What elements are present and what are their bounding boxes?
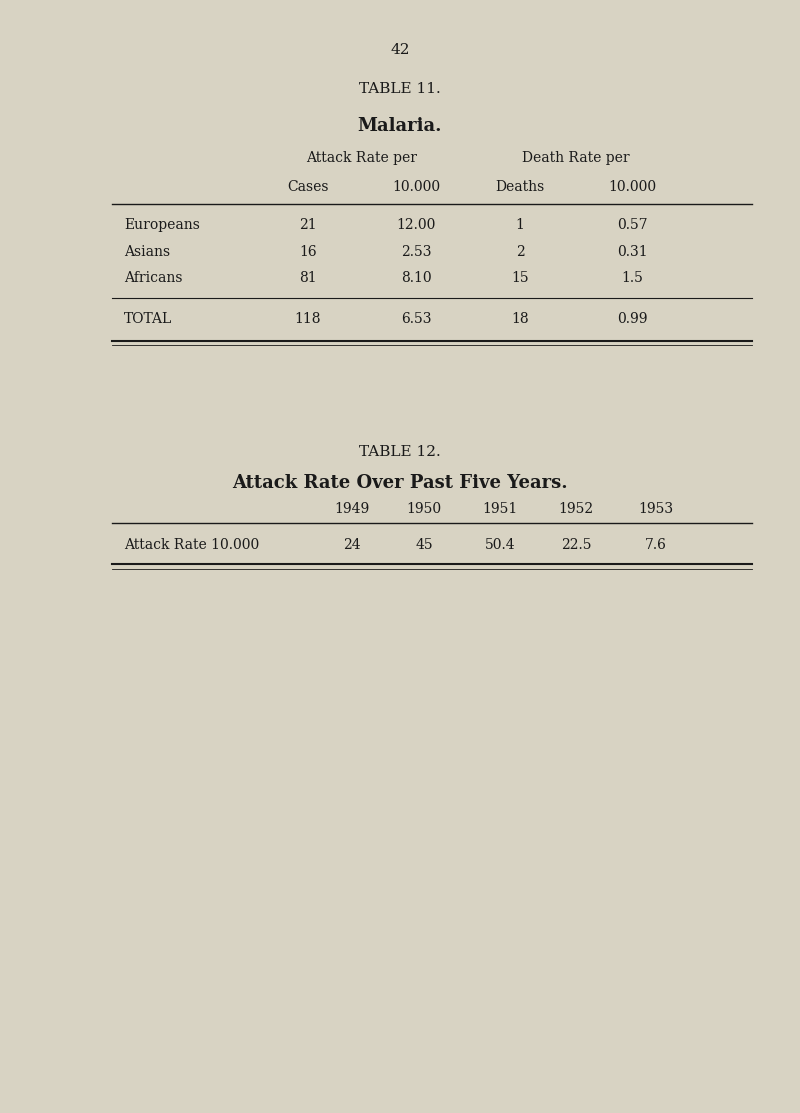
Text: Deaths: Deaths <box>495 180 545 194</box>
Text: 1953: 1953 <box>638 502 674 515</box>
Text: 0.31: 0.31 <box>617 245 647 258</box>
Text: 42: 42 <box>390 43 410 57</box>
Text: 24: 24 <box>343 539 361 552</box>
Text: 6.53: 6.53 <box>401 313 431 326</box>
Text: Malaria.: Malaria. <box>358 117 442 135</box>
Text: 21: 21 <box>299 218 317 232</box>
Text: 1: 1 <box>515 218 525 232</box>
Text: 10.000: 10.000 <box>392 180 440 194</box>
Text: 10.000: 10.000 <box>608 180 656 194</box>
Text: 1949: 1949 <box>334 502 370 515</box>
Text: Cases: Cases <box>287 180 329 194</box>
Text: 7.6: 7.6 <box>645 539 667 552</box>
Text: Attack Rate 10.000: Attack Rate 10.000 <box>124 539 259 552</box>
Text: 12.00: 12.00 <box>396 218 436 232</box>
Text: TABLE 11.: TABLE 11. <box>359 82 441 96</box>
Text: TOTAL: TOTAL <box>124 313 172 326</box>
Text: 1.5: 1.5 <box>621 272 643 285</box>
Text: 1952: 1952 <box>558 502 594 515</box>
Text: Europeans: Europeans <box>124 218 200 232</box>
Text: 16: 16 <box>299 245 317 258</box>
Text: Asians: Asians <box>124 245 170 258</box>
Text: 45: 45 <box>415 539 433 552</box>
Text: 22.5: 22.5 <box>561 539 591 552</box>
Text: 15: 15 <box>511 272 529 285</box>
Text: 0.57: 0.57 <box>617 218 647 232</box>
Text: 0.99: 0.99 <box>617 313 647 326</box>
Text: Africans: Africans <box>124 272 182 285</box>
Text: 1950: 1950 <box>406 502 442 515</box>
Text: 81: 81 <box>299 272 317 285</box>
Text: Attack Rate Over Past Five Years.: Attack Rate Over Past Five Years. <box>232 474 568 492</box>
Text: 2: 2 <box>516 245 524 258</box>
Text: 2.53: 2.53 <box>401 245 431 258</box>
Text: Death Rate per: Death Rate per <box>522 151 630 165</box>
Text: 8.10: 8.10 <box>401 272 431 285</box>
Text: Attack Rate per: Attack Rate per <box>306 151 417 165</box>
Text: 18: 18 <box>511 313 529 326</box>
Text: TABLE 12.: TABLE 12. <box>359 445 441 459</box>
Text: 50.4: 50.4 <box>485 539 515 552</box>
Text: 1951: 1951 <box>482 502 518 515</box>
Text: 118: 118 <box>294 313 322 326</box>
